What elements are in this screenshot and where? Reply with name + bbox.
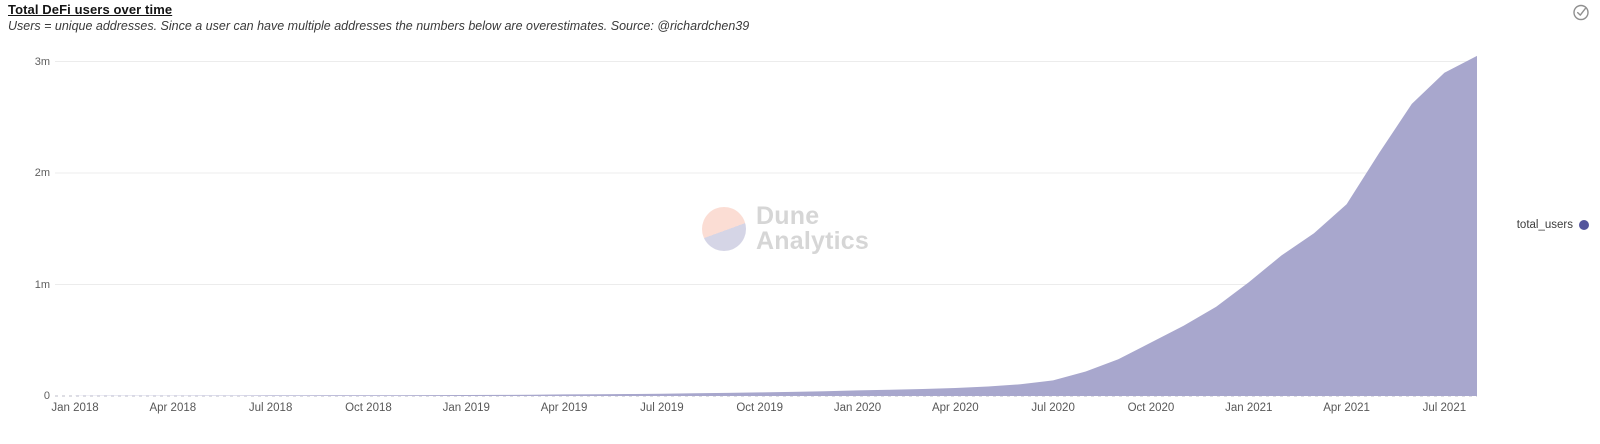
x-tick-label: Jul 2018 <box>248 402 293 414</box>
page-title: Total DeFi users over time <box>8 2 173 17</box>
y-tick-label: 1m <box>34 278 50 291</box>
x-tick-label: Jan 2020 <box>833 402 882 414</box>
x-tick-label: Jul 2021 <box>1422 402 1467 414</box>
y-tick-label: 0 <box>43 390 50 402</box>
x-tick-label: Jan 2018 <box>51 402 99 414</box>
check-circle-icon[interactable] <box>1572 3 1590 21</box>
legend-item-total-users[interactable]: total_users <box>1517 219 1589 231</box>
x-tick-label: Jan 2021 <box>1225 402 1273 414</box>
x-tick-label: Apr 2021 <box>1323 402 1370 414</box>
legend-label: total_users <box>1516 219 1573 231</box>
x-tick-label: Jul 2020 <box>1031 402 1075 414</box>
y-tick-label: 2m <box>34 167 50 179</box>
y-tick-label: 3m <box>34 55 50 68</box>
x-tick-label: Apr 2019 <box>540 402 588 414</box>
x-tick-label: Oct 2018 <box>345 402 392 414</box>
x-tick-label: Oct 2020 <box>1127 402 1175 414</box>
x-tick-label: Apr 2020 <box>931 402 979 414</box>
x-tick-label: Jul 2019 <box>640 402 684 414</box>
x-tick-label: Apr 2018 <box>149 402 197 414</box>
legend-dot-icon <box>1579 220 1589 230</box>
page-subtitle: Users = unique addresses. Since a user c… <box>8 19 750 33</box>
x-tick-label: Oct 2019 <box>736 402 784 414</box>
x-tick-label: Jan 2019 <box>442 402 490 414</box>
